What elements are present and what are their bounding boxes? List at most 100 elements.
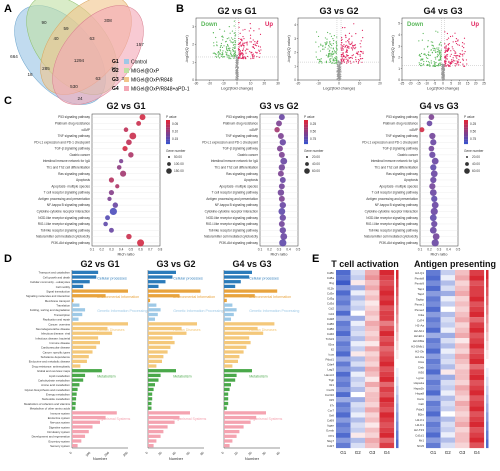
bubble-p-legend-cell xyxy=(464,127,468,130)
heatmap-row-label: Psme2 xyxy=(415,308,425,312)
bar xyxy=(72,420,100,424)
bubble-point xyxy=(116,165,122,170)
volcano-point-down xyxy=(213,45,215,47)
heatmap-cell xyxy=(426,327,441,333)
heatmap-cell xyxy=(426,317,441,323)
volcano-point-down xyxy=(432,65,434,67)
bubble-size-legend-tick: 20.00 xyxy=(472,155,480,159)
heatmap-row-label: Il15 xyxy=(329,398,334,402)
bubble-p-legend-cell xyxy=(464,124,468,128)
volcano-point-up xyxy=(445,57,447,59)
bar xyxy=(224,439,233,443)
volcano-point-ns xyxy=(235,78,237,81)
volcano-point-down xyxy=(328,44,330,47)
bar-group-label: Cellular processes xyxy=(97,276,127,280)
volcano-point-up xyxy=(246,44,248,46)
heatmap-cell xyxy=(440,359,456,365)
bubble-x-tick-label: 0.5 xyxy=(456,248,461,252)
heatmap-row-label: Il7r xyxy=(330,403,334,407)
heatmap-cell xyxy=(365,407,380,413)
heatmap-cell xyxy=(440,306,456,312)
volcano-title: G3 vs G2 xyxy=(319,6,358,16)
volcano-point-down xyxy=(436,47,438,49)
volcano-point-down xyxy=(426,64,428,67)
heatmap-scale-cell xyxy=(486,305,489,315)
heatmap-cell xyxy=(426,385,441,391)
bubble-category-label: Intestinal immune network for IgA xyxy=(211,159,259,163)
heatmap-cell xyxy=(350,427,366,433)
volcano-point-ns xyxy=(338,63,340,65)
bubble-size-legend-tick: 40.00 xyxy=(312,162,320,166)
venn-legend-label: MIGel@OxP/R848+aPD-1 xyxy=(131,87,190,93)
heatmap-cell xyxy=(469,296,485,302)
heatmap-row-label: Tapbp xyxy=(416,297,425,301)
volcano-point-up xyxy=(239,42,241,44)
volcano-point-up xyxy=(346,46,348,49)
bubble-p-legend-bar xyxy=(304,120,308,145)
bubble-size-legend-title: Gene number xyxy=(304,149,324,153)
bubble-category-label: PI3K-Akt signaling pathway xyxy=(379,241,418,245)
volcano-point-down xyxy=(226,38,228,40)
heatmap-cell xyxy=(379,300,395,306)
bar-category-label: Metabolism of other amino acids xyxy=(30,407,71,411)
volcano-x-tick-label: 0 xyxy=(338,82,340,86)
volcano-point-down xyxy=(229,53,232,55)
venn-legend-swatch-g3 xyxy=(124,77,129,82)
volcano-x-tick-label: 10 xyxy=(249,82,253,86)
volcano-point-down xyxy=(232,41,234,43)
volcano-point-down xyxy=(326,38,328,40)
volcano-point-up xyxy=(345,54,348,56)
heatmap-cell xyxy=(426,369,441,375)
volcano-point-ns xyxy=(236,70,238,72)
bubble-point xyxy=(426,120,433,127)
heatmap-row-label: Cd8a xyxy=(327,276,335,280)
volcano-point-down xyxy=(213,52,216,54)
volcano-point-down xyxy=(429,62,431,64)
volcano-point-up xyxy=(245,52,247,54)
bar xyxy=(148,406,152,410)
heatmap-row-label: Hspa1b xyxy=(414,386,425,390)
volcano-point-up xyxy=(342,58,344,60)
volcano-point-up xyxy=(259,46,262,48)
volcano-point-up xyxy=(361,61,363,63)
heatmap-cell xyxy=(426,359,441,365)
heatmap-cell xyxy=(336,407,351,413)
heatmap-row-label: Tap1 xyxy=(417,287,424,291)
volcano-point-down xyxy=(326,41,328,43)
volcano-y-tick-label: 2 xyxy=(294,51,296,55)
heatmap-scale-cell xyxy=(396,403,399,413)
bubble-p-legend-cell xyxy=(166,122,170,125)
bar-x-tick-label: 10 xyxy=(233,451,238,456)
heatmap-cell xyxy=(336,381,351,388)
volcano-point-down xyxy=(227,56,229,58)
heatmap-cell xyxy=(426,285,441,292)
heatmap-cell xyxy=(365,280,380,286)
volcano-point-up xyxy=(256,55,258,58)
heatmap-antigen-presenting: Antigen presentingH2-Q1Psmb8Psmb9Tap1Tap… xyxy=(411,259,496,455)
bubble-point xyxy=(112,202,119,208)
heatmap-cell xyxy=(426,343,441,349)
heatmap-cell xyxy=(365,356,380,362)
heatmap-scale-cell xyxy=(396,323,399,333)
volcano-point-down xyxy=(318,62,320,64)
bar-category-label: Glycan biosynthesis and metabolism xyxy=(25,388,71,392)
bar-x-label: Number xyxy=(245,456,260,461)
volcano-point-down xyxy=(420,58,423,60)
volcano-point-down xyxy=(418,40,420,42)
volcano-point-down xyxy=(432,41,434,43)
volcano-point-down xyxy=(438,59,440,61)
bubble-size-legend-dot xyxy=(306,156,308,158)
bar-category-label: Cancer: overview xyxy=(48,322,71,326)
bar xyxy=(224,331,264,335)
bar-x-tick-label: 40 xyxy=(275,451,280,456)
heatmap-cell xyxy=(336,315,351,321)
bubble-category-label: Cytokine-cytokine receptor interaction xyxy=(37,210,91,214)
volcano-point-up xyxy=(242,58,244,60)
volcano-point-up xyxy=(242,52,244,55)
bubble-category-label: Ras signaling pathway xyxy=(386,172,418,176)
volcano-point-up xyxy=(341,27,344,29)
volcano-point-up xyxy=(454,32,456,34)
heatmap-cell xyxy=(426,280,441,286)
heatmap-scale-cell xyxy=(396,394,399,404)
